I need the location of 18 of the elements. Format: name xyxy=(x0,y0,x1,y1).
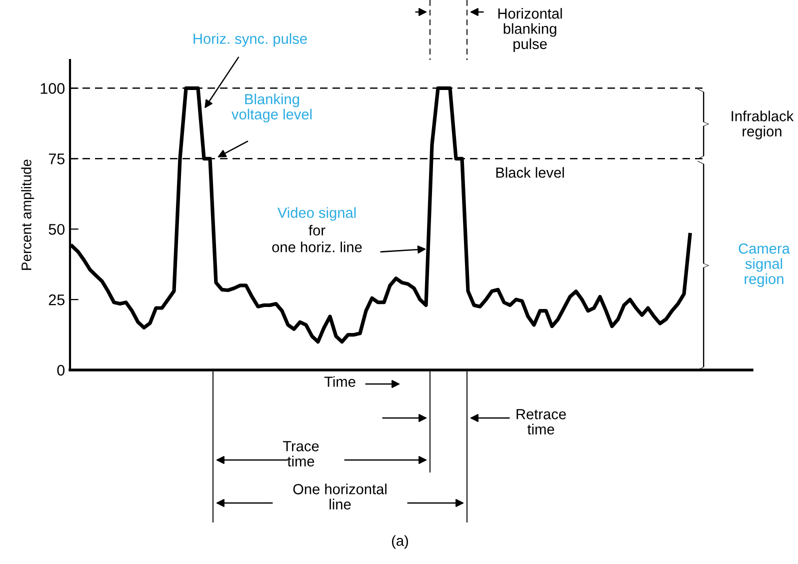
text: Camera signal region xyxy=(738,243,790,287)
text: Trace time xyxy=(282,441,319,467)
annotation: Video signal for one horiz. line xyxy=(272,207,362,252)
text: Infrablack region xyxy=(732,110,794,140)
text: One horizontal line xyxy=(293,484,386,510)
text: Retrace time xyxy=(516,409,566,435)
y-axis-title: Percent amplitude xyxy=(21,160,34,270)
text: (a) xyxy=(392,535,408,549)
y-tick-label: 50 xyxy=(48,224,65,235)
text: Horiz. sync. pulse xyxy=(194,33,307,47)
text: Horizontal blanking pulse xyxy=(498,8,562,52)
ref-line-label: Black level xyxy=(496,167,564,178)
y-tick-label: 100 xyxy=(40,83,65,94)
y-tick-label: 0 xyxy=(57,364,65,376)
y-tick-label: 75 xyxy=(48,154,64,164)
text: Time xyxy=(324,376,356,387)
y-tick-label: 25 xyxy=(48,294,64,306)
annotation: Blanking voltage level xyxy=(232,94,312,122)
